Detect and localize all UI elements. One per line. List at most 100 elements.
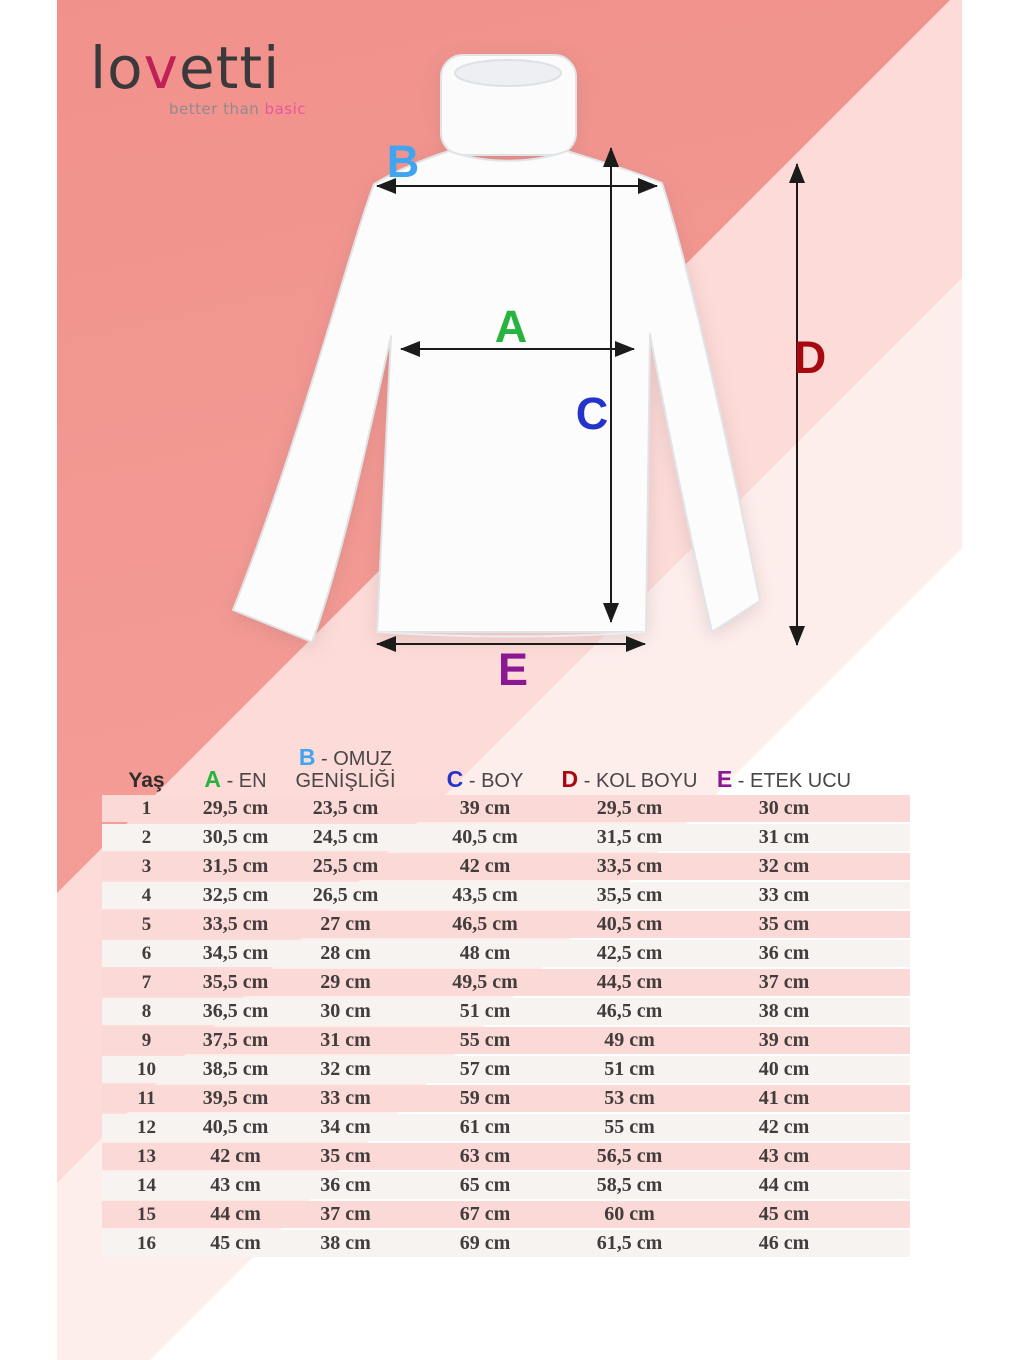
table-cell: 43 cm — [758, 1145, 810, 1167]
table-cell: 15 — [137, 1203, 156, 1225]
table-cell: 7 — [141, 971, 152, 993]
table-cell: 31 cm — [320, 1029, 371, 1051]
header-letter: C — [446, 766, 464, 792]
table-cell: 69 cm — [459, 1232, 511, 1254]
table-cell: 37 cm — [758, 971, 810, 993]
table-cell: 43,5 cm — [452, 884, 518, 906]
size-table: Yaş A - EN B - OMUZ GENİŞLİĞİ C - BOY D - KO… — [102, 745, 910, 1259]
logo-suffix: etti — [178, 34, 281, 102]
table-cell: 57 cm — [459, 1058, 511, 1080]
table-cell: 27 cm — [320, 913, 371, 935]
column-header-e: E - ETEK UCU — [716, 766, 852, 793]
table-cell: 34,5 cm — [202, 942, 269, 964]
table-row: 11 39,5 cm 33 cm 59 cm 53 cm 41 cm — [102, 1085, 910, 1112]
header-label: Yaş — [128, 769, 165, 792]
table-cell: 33 cm — [320, 1087, 371, 1109]
table-row: 3 31,5 cm 25,5 cm 42 cm 33,5 cm 32 cm — [102, 853, 910, 880]
table-cell: 67 cm — [459, 1203, 511, 1225]
size-table-header: Yaş A - EN B - OMUZ GENİŞLİĞİ C - BOY D - KO… — [102, 745, 910, 795]
table-cell: 49 cm — [604, 1029, 655, 1051]
table-cell: 8 — [141, 1000, 152, 1022]
table-cell: 38 cm — [758, 1000, 810, 1022]
tshirt-image — [232, 54, 761, 643]
brand-logo: lovetti — [90, 38, 280, 98]
table-cell: 51 cm — [459, 1000, 511, 1022]
table-cell: 61,5 cm — [596, 1232, 663, 1254]
table-cell: 14 — [137, 1174, 156, 1196]
tagline-accent: basic — [264, 100, 306, 118]
table-cell: 40,5 cm — [452, 826, 518, 848]
table-cell: 29,5 cm — [596, 797, 663, 819]
table-cell: 32 cm — [758, 855, 810, 877]
table-cell: 30,5 cm — [202, 826, 269, 848]
table-cell: 37,5 cm — [202, 1029, 269, 1051]
measure-letter-b: B — [386, 136, 420, 187]
table-cell: 56,5 cm — [596, 1145, 663, 1167]
tshirt-collar-opening — [454, 59, 562, 87]
table-cell: 58,5 cm — [596, 1174, 663, 1196]
table-cell: 3 — [141, 855, 152, 877]
table-cell: 2 — [141, 826, 152, 848]
table-cell: 46 cm — [758, 1232, 810, 1254]
table-cell: 31 cm — [758, 826, 810, 848]
measure-letter-d: D — [793, 332, 827, 383]
table-cell: 45 cm — [210, 1232, 261, 1254]
table-cell: 32 cm — [320, 1058, 371, 1080]
table-cell: 37 cm — [320, 1203, 371, 1225]
table-cell: 29,5 cm — [202, 797, 269, 819]
table-row: 13 42 cm 35 cm 63 cm 56,5 cm 43 cm — [102, 1143, 910, 1170]
table-cell: 31,5 cm — [596, 826, 663, 848]
table-cell: 13 — [137, 1145, 156, 1167]
table-cell: 34 cm — [320, 1116, 371, 1138]
measure-letter-a: A — [494, 301, 528, 352]
table-row: 6 34,5 cm 28 cm 48 cm 42,5 cm 36 cm — [102, 940, 910, 967]
table-cell: 32,5 cm — [202, 884, 269, 906]
table-cell: 40,5 cm — [202, 1116, 269, 1138]
header-label: OMUZ GENİŞLİĞİ — [295, 748, 396, 792]
table-cell: 46,5 cm — [596, 1000, 663, 1022]
table-cell: 33,5 cm — [596, 855, 663, 877]
table-cell: 42,5 cm — [596, 942, 663, 964]
table-cell: 35,5 cm — [596, 884, 663, 906]
table-cell: 45 cm — [758, 1203, 810, 1225]
column-header-b: B - OMUZ GENİŞLİĞİ — [295, 744, 396, 793]
table-cell: 5 — [141, 913, 152, 935]
table-cell: 42 cm — [758, 1116, 810, 1138]
table-cell: 33 cm — [758, 884, 810, 906]
column-header-yas: Yaş — [102, 770, 191, 792]
table-cell: 39 cm — [459, 797, 511, 819]
header-label: KOL BOYU — [595, 770, 698, 792]
table-cell: 55 cm — [604, 1116, 655, 1138]
table-cell: 41 cm — [758, 1087, 810, 1109]
table-cell: 53 cm — [604, 1087, 655, 1109]
table-cell: 46,5 cm — [452, 913, 518, 935]
header-label: BOY — [481, 770, 524, 792]
table-cell: 1 — [141, 797, 152, 819]
table-cell: 39,5 cm — [202, 1087, 269, 1109]
table-cell: 16 — [137, 1232, 156, 1254]
table-cell: 23,5 cm — [312, 797, 379, 819]
table-row: 1 29,5 cm 23,5 cm 39 cm 29,5 cm 30 cm — [102, 795, 910, 822]
table-cell: 35,5 cm — [202, 971, 269, 993]
table-cell: 28 cm — [320, 942, 371, 964]
measure-letter-c: C — [575, 388, 609, 439]
table-cell: 9 — [141, 1029, 152, 1051]
table-cell: 65 cm — [459, 1174, 511, 1196]
table-cell: 60 cm — [604, 1203, 655, 1225]
table-cell: 42 cm — [459, 855, 511, 877]
table-cell: 26,5 cm — [312, 884, 379, 906]
tshirt-body — [232, 150, 761, 643]
table-cell: 33,5 cm — [202, 913, 269, 935]
header-letter: A — [204, 766, 222, 792]
table-cell: 44 cm — [758, 1174, 810, 1196]
table-cell: 49,5 cm — [452, 971, 518, 993]
table-cell: 38 cm — [320, 1232, 371, 1254]
measure-arrows — [376, 147, 805, 652]
table-cell: 38,5 cm — [202, 1058, 269, 1080]
table-cell: 35 cm — [758, 913, 810, 935]
table-cell: 36 cm — [320, 1174, 371, 1196]
table-row: 9 37,5 cm 31 cm 55 cm 49 cm 39 cm — [102, 1027, 910, 1054]
table-cell: 36,5 cm — [202, 1000, 269, 1022]
table-cell: 30 cm — [758, 797, 810, 819]
column-header-c: C - BOY — [446, 766, 524, 793]
